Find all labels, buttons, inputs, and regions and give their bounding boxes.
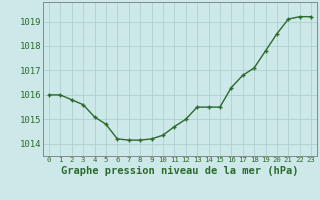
X-axis label: Graphe pression niveau de la mer (hPa): Graphe pression niveau de la mer (hPa) bbox=[61, 166, 299, 176]
